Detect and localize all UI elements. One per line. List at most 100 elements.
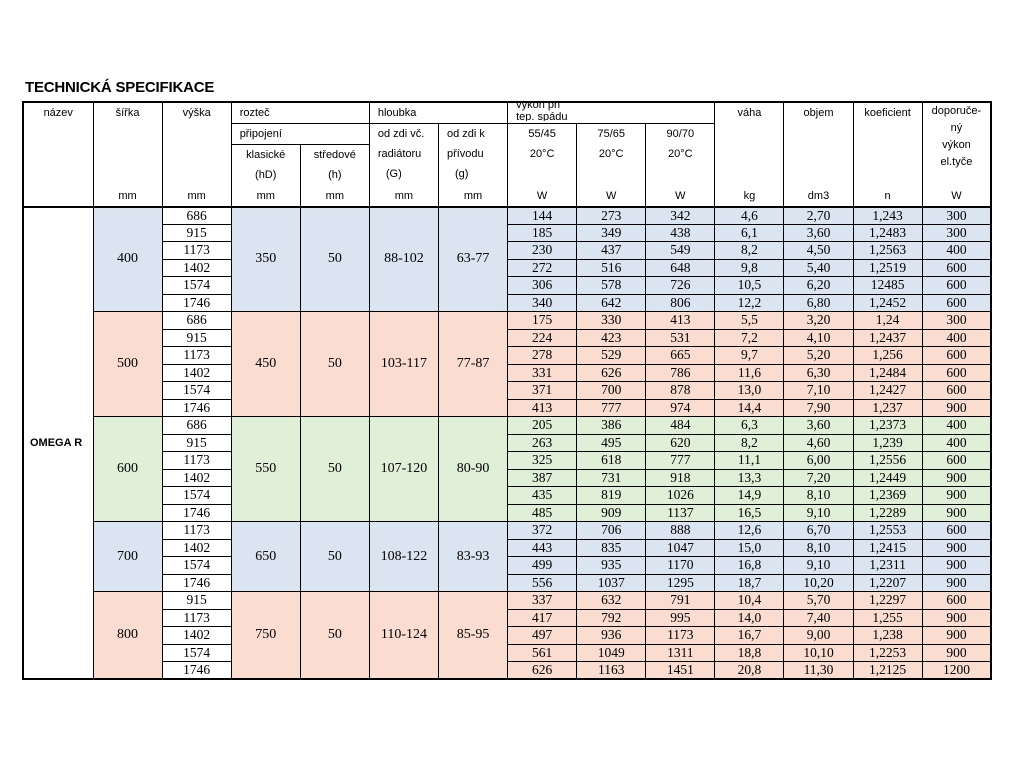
value-cell: 1,2125 [852,661,923,680]
value-cell: 1173 [645,626,716,645]
value-cell: 900 [921,573,992,592]
height-cell: 1173 [161,241,232,260]
value-cell: 1,237 [852,398,923,417]
header-row: připojení od zdi vč. radiátoru (G) mm od zd… [23,123,991,208]
header-text: ný [950,122,963,134]
header-text: 90/70 [666,128,695,140]
height-cell: 1402 [161,468,232,487]
value-cell: 900 [921,503,992,522]
value-cell: 224 [507,328,578,347]
group-cell: 63-77 [437,206,509,312]
header-cell: šířka mm [92,102,163,208]
value-cell: 413 [645,311,716,330]
data-row: 1402 443 835 1047 15,0 8,10 1,2415 900 [23,538,992,557]
value-cell: 9,10 [783,503,854,522]
header-text: rozteč [239,107,270,119]
value-cell: 11,6 [714,363,785,382]
value-cell: 900 [921,398,992,417]
unit: mm [118,189,137,202]
unit: mm [394,189,414,202]
header-cell: rozteč [230,102,370,124]
header-text: připojení [239,128,282,140]
height-cell: 1402 [161,626,232,645]
value-cell: 516 [576,258,647,277]
value-cell: 9,7 [714,346,785,365]
value-cell: 626 [576,363,647,382]
header-cell: středové (h) mm [299,144,370,208]
value-cell: 4,50 [783,241,854,260]
height-cell: 915 [161,591,232,610]
value-cell: 900 [921,486,992,505]
value-cell: 16,5 [714,503,785,522]
value-cell: 20,8 [714,661,785,680]
value-cell: 531 [645,328,716,347]
value-cell: 600 [921,346,992,365]
header-cell: výška mm [161,102,232,208]
height-cell: 915 [161,433,232,452]
header-cell: výkon při tep. spádu [507,102,716,124]
header-text: doporuče- [931,105,982,117]
data-row: 700 1173 650 50 108-122 83-93 372 706 888 12,6 6,7… [23,521,992,592]
data-row: 1402 331 626 786 11,6 6,30 1,2484 600 [23,363,992,382]
group-cell: 88-102 [368,206,439,312]
height-cell: 1173 [161,451,232,470]
height-cell: 1173 [161,608,232,627]
header-text: radiátoru [377,148,422,160]
value-cell: 1170 [645,556,716,575]
height-cell: 1574 [161,486,232,505]
height-cell: 1746 [161,503,232,522]
value-cell: 7,20 [783,468,854,487]
value-cell: 6,20 [783,276,854,295]
clipped-header: výkon při tep. spádu [508,103,714,121]
value-cell: 1,2297 [852,591,923,610]
value-cell: 1,243 [852,206,923,225]
value-cell: 1163 [576,661,647,680]
value-cell: 435 [507,486,578,505]
value-cell: 443 [507,538,578,557]
value-cell: 1,2556 [852,451,923,470]
value-cell: 1,2427 [852,381,923,400]
value-cell: 974 [645,398,716,417]
value-cell: 1451 [645,661,716,680]
value-cell: 3,20 [783,311,854,330]
value-cell: 777 [645,451,716,470]
data-row: 1402 272 516 648 9,8 5,40 1,2519 600 [23,258,992,277]
value-cell: 1047 [645,538,716,557]
value-cell: 706 [576,521,647,540]
header-text: od zdi k [446,128,485,140]
data-row: 1574 306 578 726 10,5 6,20 12485 600 [23,276,992,295]
value-cell: 1,2437 [852,328,923,347]
value-cell: 626 [507,661,578,680]
value-cell: 1,255 [852,608,923,627]
header-cell: připojení [230,123,370,145]
value-cell: 578 [576,276,647,295]
value-cell: 1,2415 [852,538,923,557]
value-cell: 337 [507,591,578,610]
value-cell: 806 [645,293,716,312]
value-cell: 6,80 [783,293,854,312]
value-cell: 549 [645,241,716,260]
value-cell: 665 [645,346,716,365]
group-cell: 85-95 [437,591,509,680]
value-cell: 1,2452 [852,293,923,312]
value-cell: 230 [507,241,578,260]
value-cell: 300 [921,311,992,330]
value-cell: 400 [921,433,992,452]
header-text: výkon [942,139,971,151]
title: TECHNICKÁ SPECIFIKACE [25,79,215,96]
header-text: váha [737,107,762,119]
height-cell: 915 [161,328,232,347]
height-cell: 1574 [161,643,232,662]
header-text: 55/45 [528,128,556,140]
group-cell: 550 [230,416,301,522]
height-cell: 1402 [161,363,232,382]
group-cell: 50 [299,311,370,417]
value-cell: 7,10 [783,381,854,400]
value-cell: 331 [507,363,578,382]
data-row: 1574 499 935 1170 16,8 9,10 1,2311 900 [23,556,992,575]
data-row: 1173 325 618 777 11,1 6,00 1,2556 600 [23,451,992,470]
group-cell: 80-90 [437,416,509,522]
header-cell: 75/65 20°C W [576,123,647,208]
value-cell: 618 [576,451,647,470]
value-cell: 777 [576,398,647,417]
